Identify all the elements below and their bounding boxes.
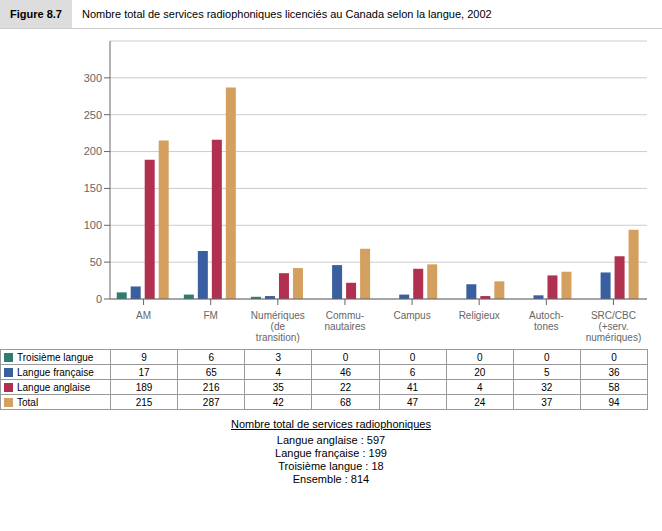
html-text:Nombre total de services radio: Nombre total de services radiophoniques [231,418,431,430]
html-text:9: 9 [141,351,147,363]
html-text:6: 6 [208,351,214,363]
html-text:65: 65 [205,366,217,378]
html-text:Langue anglaise: Langue anglaise [17,381,91,393]
html-text:35: 35 [272,381,284,393]
html-text:3: 3 [275,351,282,363]
html-text:68: 68 [339,396,351,408]
svg-text:FM: FM [203,310,217,321]
html-text:287: 287 [202,396,220,408]
svg-text:Commu-nautaires: Commu-nautaires [324,310,365,332]
svg-text:100: 100 [84,219,102,231]
svg-text:300: 300 [84,72,102,84]
html-text:17: 17 [138,366,150,378]
html-text:0: 0 [476,351,483,363]
html-text:94: 94 [608,396,620,408]
html-text:6: 6 [409,366,416,378]
html-text:Langue française: Langue française [17,366,94,378]
html-text:5: 5 [544,366,550,378]
html-text:Ensemble : 814: Ensemble : 814 [292,473,370,485]
html-text:0: 0 [409,351,416,363]
html-text:Figure 8.7: Figure 8.7 [10,8,62,20]
svg-text:Campus: Campus [393,310,430,321]
svg-text:50: 50 [90,256,102,268]
svg-text:0: 0 [96,293,102,305]
svg-text:200: 200 [84,145,102,157]
html-text:22: 22 [339,381,351,393]
svg-text:Numériques(detransition): Numériques(detransition) [251,310,305,343]
html-text:4: 4 [476,381,483,393]
html-text:215: 215 [135,396,153,408]
html-text:58: 58 [608,381,620,393]
html-text:Nombre total de services radio: Nombre total de services radiophoniques … [82,8,492,20]
html-text:36: 36 [608,366,620,378]
html-text:32: 32 [541,381,553,393]
html-text:20: 20 [474,366,486,378]
html-text:42: 42 [272,396,284,408]
svg-text:AM: AM [136,310,151,321]
html-text:189: 189 [135,381,153,393]
html-text:41: 41 [407,381,419,393]
html-text:Troisième langue : 18: Troisième langue : 18 [278,460,384,472]
html-text:37: 37 [541,396,553,408]
html-text:Langue anglaise : 597: Langue anglaise : 597 [276,434,386,446]
svg-text:Religieux: Religieux [459,310,500,321]
svg-text:SRC/CBC(+serv.numériques): SRC/CBC(+serv.numériques) [586,310,642,343]
html-text:0: 0 [342,351,349,363]
html-text:46: 46 [339,366,351,378]
html-text:47: 47 [407,396,419,408]
html-text:24: 24 [474,396,486,408]
svg-text:150: 150 [84,182,102,194]
html-text:0: 0 [611,351,617,363]
html-text:Troisième langue: Troisième langue [17,351,94,363]
svg-text:250: 250 [84,109,102,121]
html-text:216: 216 [202,381,220,393]
html-text:Langue française : 199: Langue française : 199 [275,447,387,459]
html-text:0: 0 [544,351,550,363]
html-text:Total: Total [17,396,39,408]
svg-text:Autoch-tones: Autoch-tones [529,310,563,332]
html-text:4: 4 [275,366,282,378]
